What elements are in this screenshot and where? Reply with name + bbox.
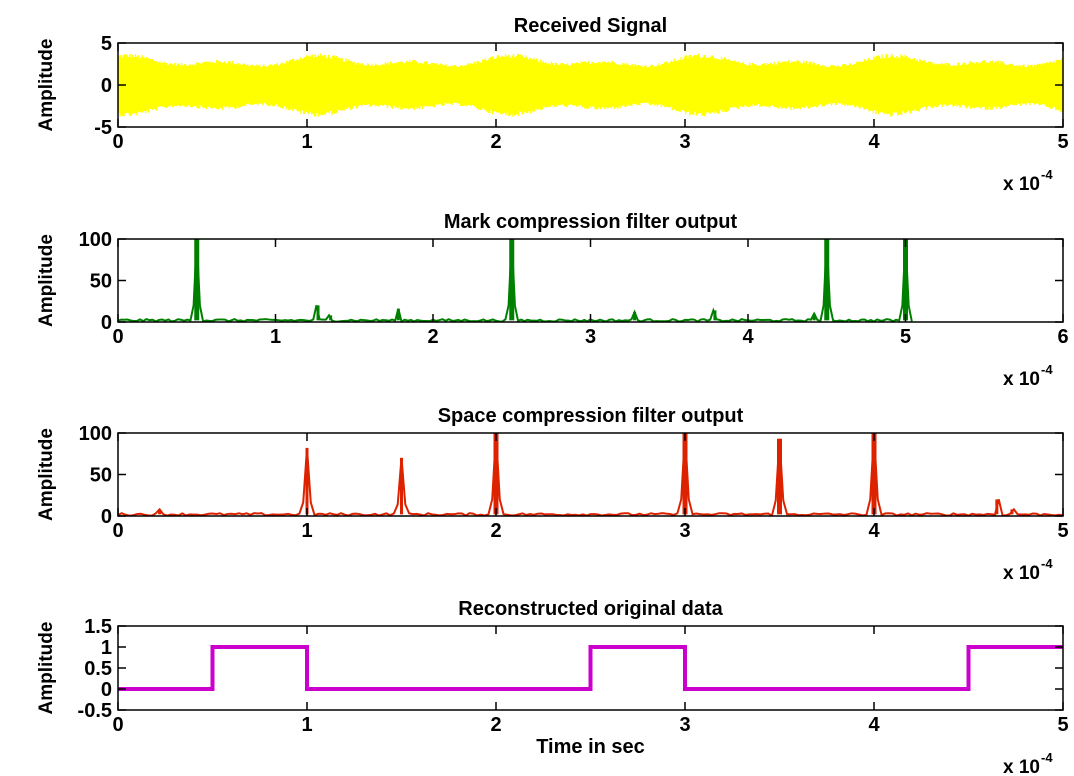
x-tick-label: 3 bbox=[679, 520, 690, 542]
x-tick-label: 0 bbox=[112, 714, 123, 736]
x-tick-label: 4 bbox=[742, 326, 754, 348]
x-tick-label: 4 bbox=[868, 714, 880, 736]
filter-output-series bbox=[118, 239, 913, 322]
x-tick-label: 1 bbox=[301, 714, 312, 736]
y-tick-label: 0 bbox=[101, 312, 112, 334]
y-tick-label: 50 bbox=[90, 271, 112, 293]
x-tick-label: 5 bbox=[900, 326, 911, 348]
y-tick-label: 0.5 bbox=[84, 658, 112, 680]
y-tick-label: 0 bbox=[101, 75, 112, 97]
x-tick-label: 4 bbox=[868, 131, 880, 153]
subplot-title: Space compression filter output bbox=[438, 405, 744, 427]
axes-box bbox=[117, 238, 1064, 323]
x-tick-label: 1 bbox=[301, 131, 312, 153]
x-tick-label: 3 bbox=[585, 326, 596, 348]
x-tick-label: 2 bbox=[490, 520, 501, 542]
y-axis-label: Amplitude bbox=[36, 39, 57, 132]
x-multiplier: x 10 bbox=[1003, 369, 1040, 390]
reconstructed-series bbox=[118, 645, 1063, 691]
y-tick-label: 0 bbox=[101, 506, 112, 528]
x-tick-label: 0 bbox=[112, 131, 123, 153]
x-multiplier-exponent: -4 bbox=[1041, 167, 1053, 182]
x-tick-label: 4 bbox=[868, 520, 880, 542]
plot-area bbox=[118, 239, 913, 322]
subplot-2: 0 1 2 3 4 5 6 0 50 100 Mark compression filter out… bbox=[36, 211, 1069, 390]
x-tick-label: 2 bbox=[427, 326, 438, 348]
x-tick-label: 2 bbox=[490, 131, 501, 153]
x-tick-label: 2 bbox=[490, 714, 501, 736]
x-multiplier: x 10 bbox=[1003, 174, 1040, 195]
x-multiplier: x 10 bbox=[1003, 757, 1040, 776]
x-axis-label: Time in sec bbox=[536, 736, 645, 758]
y-axis-label: Amplitude bbox=[36, 622, 57, 715]
y-axis-label: Amplitude bbox=[36, 428, 57, 521]
x-tick-label: 5 bbox=[1057, 131, 1068, 153]
filter-output-series bbox=[118, 433, 1063, 516]
x-multiplier-exponent: -4 bbox=[1041, 362, 1053, 377]
y-tick-label: 0 bbox=[101, 679, 112, 701]
x-tick-label: 1 bbox=[270, 326, 281, 348]
y-tick-label: 1 bbox=[101, 637, 112, 659]
y-tick-label: 50 bbox=[90, 465, 112, 487]
x-tick-label: 0 bbox=[112, 520, 123, 542]
plot-area bbox=[118, 433, 1063, 516]
x-tick-label: 5 bbox=[1057, 714, 1068, 736]
subplot-title: Received Signal bbox=[514, 15, 667, 37]
x-multiplier: x 10 bbox=[1003, 563, 1040, 584]
plot-area bbox=[118, 645, 1063, 691]
subplot-title: Mark compression filter output bbox=[444, 211, 738, 233]
y-tick-label: 1.5 bbox=[84, 616, 112, 638]
y-tick-label: -5 bbox=[94, 117, 112, 139]
x-tick-label: 5 bbox=[1057, 520, 1068, 542]
y-tick-label: 5 bbox=[101, 33, 112, 55]
x-tick-label: 3 bbox=[679, 131, 690, 153]
subplot-title: Reconstructed original data bbox=[458, 598, 723, 620]
signal-series bbox=[118, 53, 1063, 117]
x-tick-label: 6 bbox=[1057, 326, 1068, 348]
y-axis-label: Amplitude bbox=[36, 234, 57, 327]
x-tick-label: 1 bbox=[301, 520, 312, 542]
y-tick-label: 100 bbox=[79, 423, 112, 445]
x-tick-label: 3 bbox=[679, 714, 690, 736]
x-multiplier-exponent: -4 bbox=[1041, 750, 1053, 765]
y-tick-label: -0.5 bbox=[78, 700, 112, 722]
x-tick-label: 0 bbox=[112, 326, 123, 348]
plot-area bbox=[118, 53, 1063, 117]
axes-box bbox=[117, 432, 1064, 517]
y-tick-label: 100 bbox=[79, 229, 112, 251]
x-multiplier-exponent: -4 bbox=[1041, 556, 1053, 571]
